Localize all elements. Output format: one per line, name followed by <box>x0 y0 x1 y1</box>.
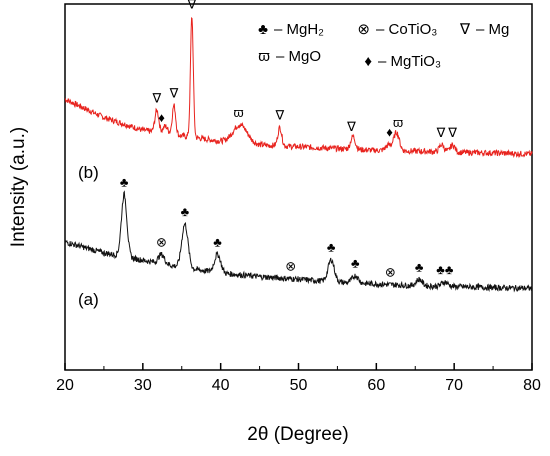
peak-marker: ♣ <box>327 240 336 255</box>
series-layer <box>64 17 533 293</box>
peak-marker: ∇ <box>436 125 446 140</box>
legend-label: – CoTiO₃ <box>376 21 437 38</box>
peak-marker: ♣ <box>181 204 190 219</box>
peak-marker: ∇ <box>274 108 284 123</box>
peak-marker: ∇ <box>169 85 179 100</box>
peak-marker: ∇ <box>187 0 197 11</box>
peak-marker: ⊗ <box>285 259 296 274</box>
x-tick-label: 30 <box>134 377 152 394</box>
x-axis-label: 2θ (Degree) <box>247 424 348 445</box>
peak-marker: ♣♣ <box>436 262 454 277</box>
legend-symbol: ♦ <box>364 53 372 70</box>
x-tick-label: 20 <box>56 377 74 394</box>
legend-label: – MgH₂ <box>274 21 324 38</box>
peak-marker: ϖ <box>233 105 243 120</box>
peak-annotations: ∇♦∇∇ϖ ∇∇ ♦ϖ∇ ∇♣⊗♣♣⊗♣♣⊗ ♣ ♣♣ <box>120 0 457 280</box>
peak-marker: ♣ <box>213 234 222 249</box>
peak-marker: ♣ <box>351 256 360 271</box>
legend-label: – Mg <box>476 21 509 38</box>
peak-marker: ϖ <box>393 115 403 130</box>
x-tick-label: 80 <box>523 377 541 394</box>
legend-label: – MgTiO₃ <box>378 53 441 70</box>
peak-marker: ♣ <box>120 174 129 189</box>
peak-marker: ♦ <box>386 125 393 140</box>
legend: ♣ – MgH₂ ⊗ – CoTiO₃ ∇ – Mg ϖ – MgO ♦ – MgTiO₃ <box>258 21 509 70</box>
series-line <box>64 190 533 293</box>
peak-marker: ∇ <box>447 125 457 140</box>
peak-marker: ⊗ <box>156 235 167 250</box>
x-tick-label: 70 <box>445 377 463 394</box>
x-tick-label: 60 <box>367 377 385 394</box>
legend-symbol: ♣ <box>258 21 268 38</box>
peak-marker: ♣ <box>415 259 424 274</box>
x-axis-ticks: 20 30 40 50 60 70 80 <box>56 363 541 394</box>
y-axis-label: Intensity (a.u.) <box>8 127 29 247</box>
peak-marker: ⊗ <box>385 265 396 280</box>
series-line <box>64 17 533 159</box>
peak-marker: ♦ <box>158 110 165 125</box>
peak-marker: ∇ <box>346 119 356 134</box>
legend-symbol: ⊗ <box>357 21 370 38</box>
legend-symbol: ∇ <box>459 21 471 38</box>
peak-marker: ∇ <box>151 90 161 105</box>
legend-symbol: ϖ <box>258 48 270 65</box>
x-tick-label: 40 <box>212 377 230 394</box>
x-tick-label: 50 <box>290 377 308 394</box>
trace-label: (a) <box>78 290 99 309</box>
trace-label: (b) <box>78 163 99 182</box>
legend-label: – MgO <box>276 48 321 65</box>
trace-labels: (b) (a) <box>78 163 99 309</box>
